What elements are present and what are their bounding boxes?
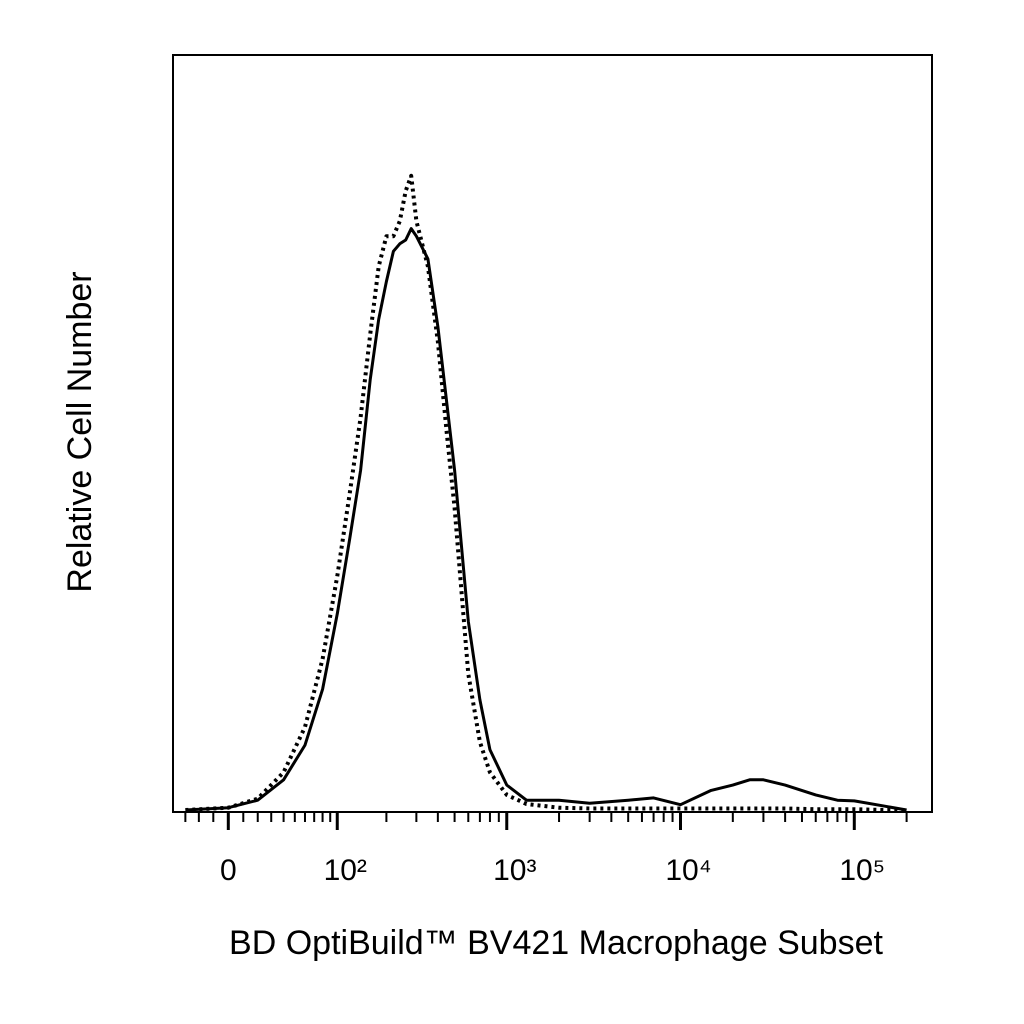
x-axis-label: BD OptiBuild™ BV421 Macrophage Subset [229,924,883,962]
x-tick-label: 10⁵ [839,854,885,887]
x-tick-label: 10⁴ [665,854,711,887]
series-line [185,227,907,812]
plot-frame [172,54,933,813]
y-axis-label: Relative Cell Number [61,271,99,592]
x-tick-label: 10² [324,854,367,887]
x-tick-label: 0 [220,854,237,887]
series-line [185,173,907,812]
x-tick-label: 10³ [493,854,536,887]
